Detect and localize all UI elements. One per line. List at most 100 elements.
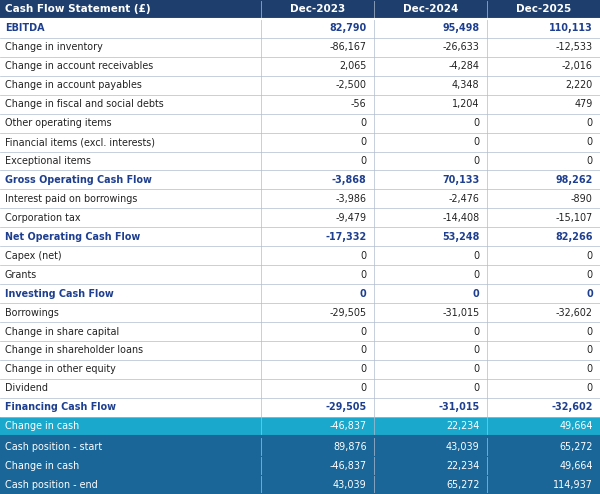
Text: 49,664: 49,664 [559, 460, 593, 471]
Bar [374, 284, 487, 303]
Text: Investing Cash Flow: Investing Cash Flow [5, 288, 113, 298]
Text: 479: 479 [574, 99, 593, 109]
Bar [487, 170, 600, 189]
Text: -46,837: -46,837 [329, 421, 367, 431]
Bar [261, 132, 374, 152]
Text: 65,272: 65,272 [446, 480, 479, 490]
Text: 0: 0 [473, 383, 479, 393]
Bar [0, 437, 261, 456]
Bar [0, 38, 261, 57]
Text: Dec-2023: Dec-2023 [290, 4, 345, 14]
Bar [374, 265, 487, 284]
Text: 114,937: 114,937 [553, 480, 593, 490]
Bar [374, 114, 487, 132]
Text: 0: 0 [473, 137, 479, 147]
Bar [487, 227, 600, 246]
Bar [487, 303, 600, 322]
Text: 0: 0 [587, 118, 593, 128]
Bar [0, 436, 600, 437]
Text: 0: 0 [361, 345, 367, 356]
Text: Financial items (excl. interests): Financial items (excl. interests) [5, 137, 155, 147]
Bar [261, 95, 374, 114]
Text: 0: 0 [361, 383, 367, 393]
Text: Cash Flow Statement (£): Cash Flow Statement (£) [5, 4, 151, 14]
Text: -32,602: -32,602 [556, 308, 593, 318]
Text: 98,262: 98,262 [556, 175, 593, 185]
Text: -3,868: -3,868 [332, 175, 367, 185]
Text: Grants: Grants [5, 270, 37, 280]
Text: 4,348: 4,348 [452, 80, 479, 90]
Bar [487, 456, 600, 475]
Text: Other operating items: Other operating items [5, 118, 112, 128]
Bar [0, 19, 261, 38]
Text: Borrowings: Borrowings [5, 308, 59, 318]
Text: -9,479: -9,479 [335, 213, 367, 223]
Text: 53,248: 53,248 [442, 232, 479, 242]
Bar [261, 398, 374, 417]
Text: 0: 0 [361, 118, 367, 128]
Text: 0: 0 [587, 345, 593, 356]
Bar [374, 379, 487, 398]
Text: -14,408: -14,408 [442, 213, 479, 223]
Text: -86,167: -86,167 [329, 42, 367, 52]
Bar [0, 360, 261, 379]
Bar [261, 265, 374, 284]
Text: -31,015: -31,015 [442, 308, 479, 318]
Bar [374, 398, 487, 417]
Bar [261, 170, 374, 189]
Bar [0, 456, 261, 475]
Bar [487, 57, 600, 76]
Bar [374, 38, 487, 57]
Text: -56: -56 [351, 99, 367, 109]
Bar [487, 322, 600, 341]
Bar [0, 208, 261, 227]
Text: 43,039: 43,039 [446, 442, 479, 452]
Text: 0: 0 [360, 288, 367, 298]
Text: 22,234: 22,234 [446, 421, 479, 431]
Bar [374, 19, 487, 38]
Text: Change in cash: Change in cash [5, 421, 79, 431]
Text: 0: 0 [586, 288, 593, 298]
Bar [374, 208, 487, 227]
Bar [261, 76, 374, 95]
Bar [487, 38, 600, 57]
Bar [261, 437, 374, 456]
Text: 0: 0 [587, 156, 593, 166]
Bar [487, 95, 600, 114]
Text: 2,220: 2,220 [566, 80, 593, 90]
Bar [0, 475, 261, 494]
Bar [0, 76, 261, 95]
Bar [374, 437, 487, 456]
Bar [374, 417, 487, 436]
Bar [261, 475, 374, 494]
Text: Corporation tax: Corporation tax [5, 213, 80, 223]
Bar [0, 170, 261, 189]
Text: 0: 0 [361, 270, 367, 280]
Bar [0, 246, 261, 265]
Text: 43,039: 43,039 [333, 480, 367, 490]
Text: 0: 0 [473, 327, 479, 336]
Text: Change in account payables: Change in account payables [5, 80, 142, 90]
Bar [487, 132, 600, 152]
Bar [261, 322, 374, 341]
Bar [261, 227, 374, 246]
Bar [261, 19, 374, 38]
Text: 0: 0 [361, 327, 367, 336]
Bar [261, 341, 374, 360]
Text: 0: 0 [473, 365, 479, 374]
Bar [487, 152, 600, 170]
Bar [0, 152, 261, 170]
Text: 2,065: 2,065 [339, 61, 367, 71]
Text: -29,505: -29,505 [325, 402, 367, 412]
Text: Change in other equity: Change in other equity [5, 365, 116, 374]
Text: Financing Cash Flow: Financing Cash Flow [5, 402, 116, 412]
Text: 49,664: 49,664 [559, 421, 593, 431]
Text: 0: 0 [361, 365, 367, 374]
Bar [374, 322, 487, 341]
Bar [487, 0, 600, 19]
Bar [374, 475, 487, 494]
Text: 0: 0 [473, 156, 479, 166]
Text: Cash position - end: Cash position - end [5, 480, 98, 490]
Text: 0: 0 [361, 251, 367, 261]
Text: -2,500: -2,500 [335, 80, 367, 90]
